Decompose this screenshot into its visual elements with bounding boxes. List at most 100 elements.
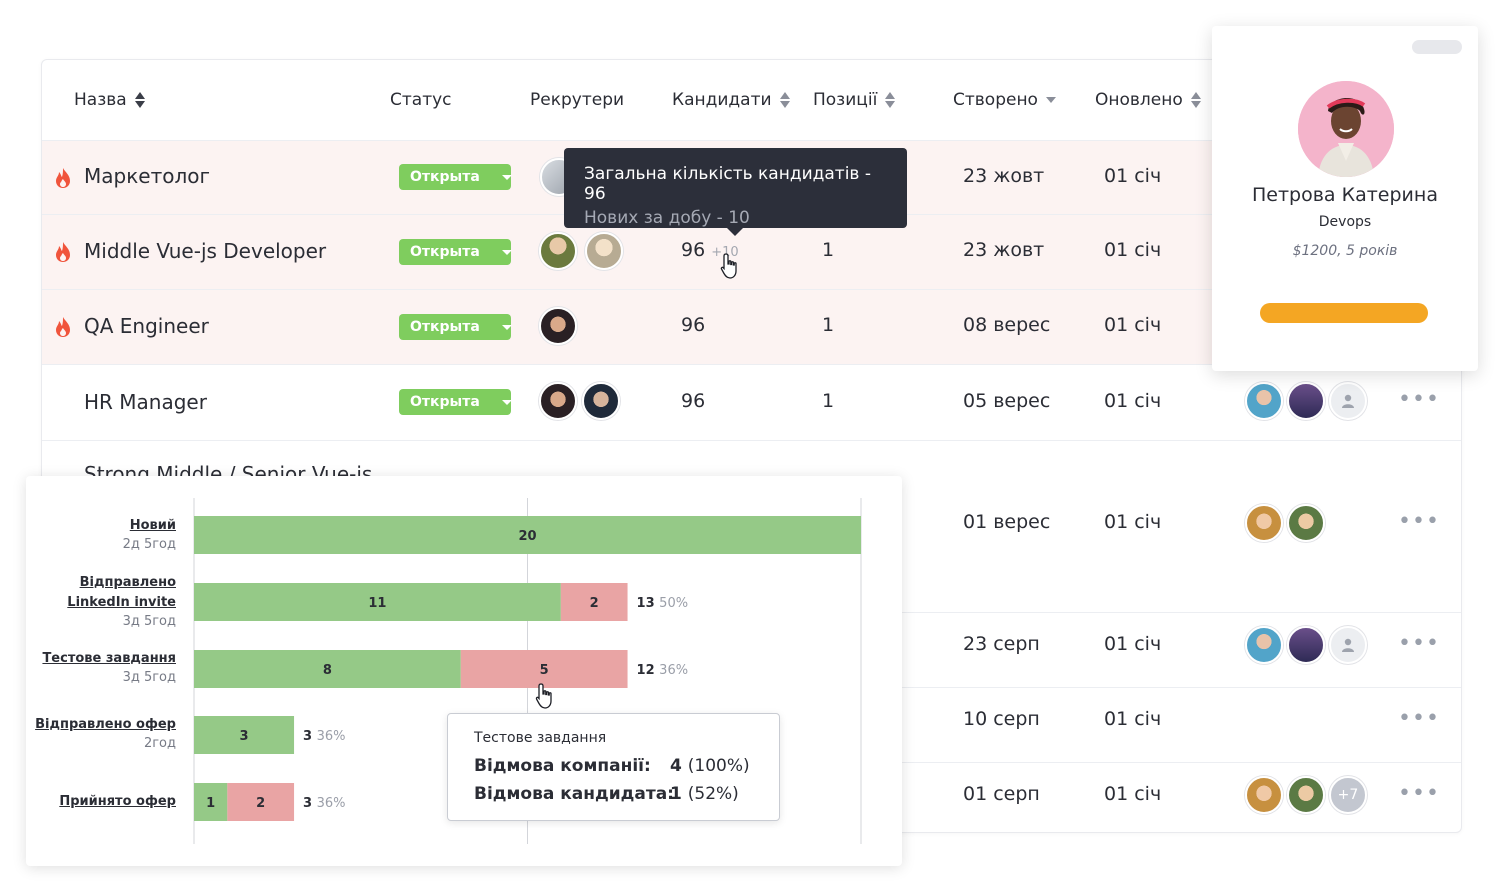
bar-total-label: 13 50% bbox=[637, 596, 689, 611]
table-row[interactable]: 23 серп 01 січ ••• bbox=[42, 612, 1461, 687]
stage-name[interactable]: Відправлено bbox=[79, 575, 176, 590]
stage-tooltip-title: Тестове завдання bbox=[474, 730, 607, 746]
bar-total-label: 12 36% bbox=[637, 663, 689, 678]
bar-rejected[interactable] bbox=[227, 783, 295, 821]
stage-name[interactable]: Новий bbox=[129, 518, 176, 533]
header-name[interactable]: Назва bbox=[74, 90, 145, 110]
status-label: Открыта bbox=[410, 169, 480, 185]
stage-label[interactable]: Відправлено офер 2год bbox=[35, 715, 176, 753]
table-row[interactable]: 01 верес 01 січ ••• bbox=[42, 440, 1461, 612]
bar-rejected[interactable] bbox=[460, 650, 628, 688]
vacancy-title[interactable]: QA Engineer bbox=[84, 314, 209, 338]
more-actions-button[interactable]: ••• bbox=[1398, 706, 1440, 731]
bar-value-label: 20 bbox=[518, 529, 536, 544]
more-actions-button[interactable]: ••• bbox=[1398, 509, 1440, 534]
sort-icon[interactable] bbox=[134, 92, 145, 108]
funnel-chart: 20 11 2 13 50% 8 5 12 36% 3 3 36% 1 2 3 36% bbox=[193, 498, 862, 844]
created-date: 10 серп bbox=[963, 708, 1040, 730]
stage-label[interactable]: Тестове завдання 3д 5год bbox=[42, 649, 176, 687]
tooltip-arrow bbox=[727, 228, 743, 236]
company-rejections-count: 4 bbox=[670, 756, 682, 776]
stage-name[interactable]: LinkedIn invite bbox=[67, 595, 176, 610]
created-date: 23 жовт bbox=[963, 239, 1045, 261]
more-members-badge[interactable]: +7 bbox=[1329, 776, 1367, 814]
status-dropdown[interactable]: Открыта bbox=[399, 389, 512, 415]
table-row[interactable]: HR Manager Открыта 96 1 05 верес 01 січ … bbox=[42, 364, 1461, 440]
team-avatar[interactable] bbox=[1287, 504, 1325, 542]
status-label: Открыта bbox=[410, 244, 480, 260]
recruiter-avatar[interactable] bbox=[539, 232, 577, 270]
table-row[interactable]: 01 серп 01 січ +7 ••• bbox=[42, 762, 1461, 832]
team-avatar[interactable] bbox=[1287, 382, 1325, 420]
updated-date: 01 січ bbox=[1104, 165, 1162, 187]
recruiter-avatar[interactable] bbox=[539, 307, 577, 345]
header-positions[interactable]: Позиції bbox=[813, 90, 896, 110]
candidates-count[interactable]: 96 bbox=[681, 390, 706, 412]
recruiter-avatar[interactable] bbox=[539, 382, 577, 420]
candidates-new: +10 bbox=[711, 245, 739, 260]
sort-desc-icon[interactable] bbox=[1045, 97, 1056, 103]
bar-passed[interactable] bbox=[194, 783, 228, 821]
header-status: Статус bbox=[390, 90, 452, 110]
candidates-tooltip: Загальна кількість кандидатів - 96 Нових… bbox=[564, 148, 907, 236]
more-actions-button[interactable]: ••• bbox=[1398, 387, 1440, 412]
stage-label[interactable]: Прийнято офер bbox=[59, 792, 176, 812]
more-actions-button[interactable]: ••• bbox=[1398, 631, 1440, 656]
profile-avatar bbox=[1298, 81, 1394, 177]
recruiter-avatar[interactable] bbox=[582, 382, 620, 420]
candidate-rejections-value: 1 (52%) bbox=[670, 784, 739, 804]
bar-value-label: 11 bbox=[368, 596, 386, 611]
chevron-down-icon bbox=[501, 249, 512, 255]
more-actions-button[interactable]: ••• bbox=[1398, 781, 1440, 806]
bar-value-label: 3 bbox=[240, 729, 249, 744]
sort-icon[interactable] bbox=[1190, 92, 1201, 108]
status-dropdown[interactable]: Открыта bbox=[399, 164, 512, 190]
positions-count: 1 bbox=[822, 314, 835, 336]
vacancy-title[interactable]: Маркетолог bbox=[84, 164, 211, 188]
vacancy-title[interactable]: HR Manager bbox=[84, 390, 207, 414]
sort-icon[interactable] bbox=[779, 92, 790, 108]
team-avatar[interactable] bbox=[1245, 504, 1283, 542]
profile-progress-bar[interactable] bbox=[1260, 303, 1428, 323]
fire-icon bbox=[56, 168, 70, 188]
team-avatar[interactable] bbox=[1245, 626, 1283, 664]
bar-passed[interactable] bbox=[194, 516, 861, 554]
bar-passed[interactable] bbox=[194, 583, 561, 621]
profile-name: Петрова Катерина bbox=[1252, 184, 1438, 206]
positions-count: 1 bbox=[822, 239, 835, 261]
bar-total-label: 3 36% bbox=[303, 796, 345, 811]
candidate-profile-card[interactable]: Петрова Катерина Devops $1200, 5 років bbox=[1212, 26, 1478, 371]
bar-passed[interactable] bbox=[194, 716, 295, 754]
candidates-count[interactable]: 96 bbox=[681, 314, 706, 336]
stage-label[interactable]: Новий 2д 5год bbox=[123, 516, 176, 554]
bar-passed[interactable] bbox=[194, 650, 461, 688]
candidates-count[interactable]: 96 +10 bbox=[681, 239, 739, 261]
vacancy-title[interactable]: Middle Vue-js Developer bbox=[84, 239, 327, 263]
team-avatar[interactable] bbox=[1287, 626, 1325, 664]
funnel-chart-card: Новий 2д 5год Відправлено LinkedIn invit… bbox=[26, 476, 902, 866]
stage-label[interactable]: Відправлено LinkedIn invite 3д 5год bbox=[67, 573, 176, 631]
header-updated[interactable]: Оновлено bbox=[1095, 90, 1201, 110]
team-avatar[interactable] bbox=[1245, 382, 1283, 420]
header-name-label: Назва bbox=[74, 90, 127, 110]
stage-duration: 3д 5год bbox=[122, 670, 176, 685]
candidate-rejections-count: 1 bbox=[670, 784, 682, 804]
user-placeholder-icon[interactable] bbox=[1329, 382, 1367, 420]
recruiter-avatar[interactable] bbox=[585, 232, 623, 270]
status-dropdown[interactable]: Открыта bbox=[399, 314, 512, 340]
sort-icon[interactable] bbox=[885, 92, 896, 108]
created-date: 01 верес bbox=[963, 511, 1051, 533]
status-dropdown[interactable]: Открыта bbox=[399, 239, 512, 265]
header-created[interactable]: Створено bbox=[953, 90, 1056, 110]
bar-rejected[interactable] bbox=[560, 583, 628, 621]
stage-name[interactable]: Прийнято офер bbox=[59, 794, 176, 809]
team-avatar[interactable] bbox=[1245, 776, 1283, 814]
team-avatar[interactable] bbox=[1287, 776, 1325, 814]
user-placeholder-icon[interactable] bbox=[1329, 626, 1367, 664]
created-date: 01 серп bbox=[963, 783, 1040, 805]
stage-name[interactable]: Відправлено офер bbox=[35, 717, 176, 732]
stage-name[interactable]: Тестове завдання bbox=[42, 651, 176, 666]
card-handle[interactable] bbox=[1412, 40, 1462, 54]
header-candidates[interactable]: Кандидати bbox=[672, 90, 790, 110]
updated-date: 01 січ bbox=[1104, 390, 1162, 412]
